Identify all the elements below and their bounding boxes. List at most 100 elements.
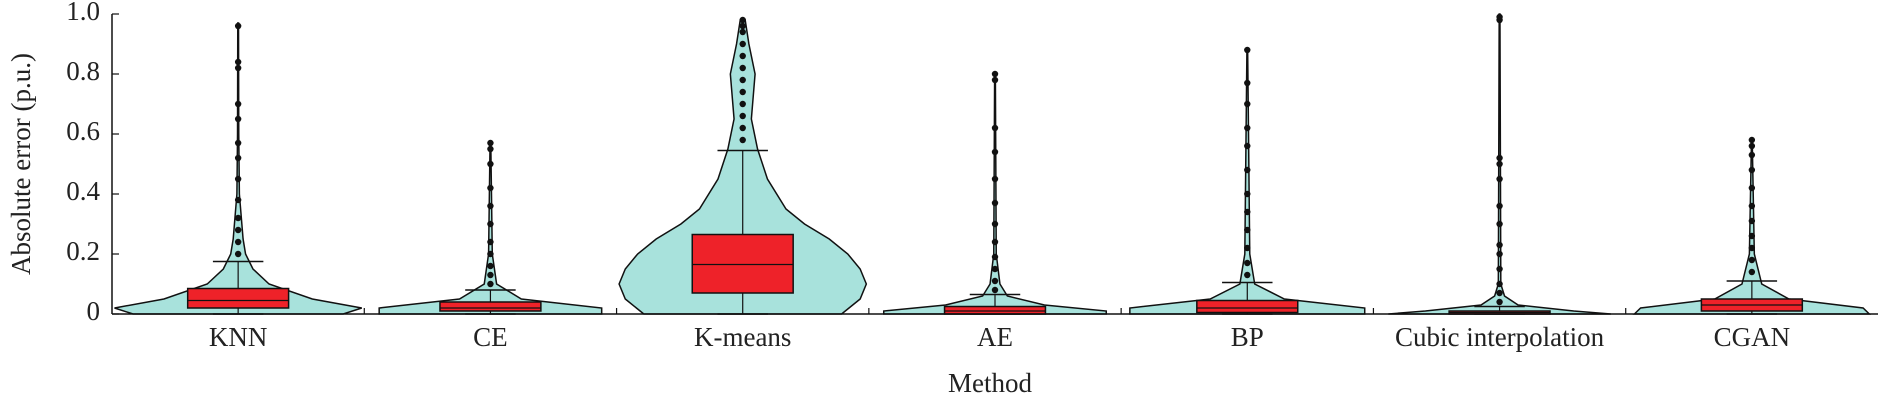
outlier [1748, 256, 1756, 264]
outlier [1748, 142, 1756, 150]
outlier [739, 40, 746, 48]
x-tick-label: AE [977, 322, 1013, 352]
outlier [991, 124, 999, 132]
outlier [234, 22, 242, 30]
outlier [991, 76, 999, 84]
outlier [234, 250, 242, 258]
y-tick-label: 0.4 [66, 176, 100, 206]
box [439, 301, 542, 312]
outlier [1748, 202, 1756, 210]
outlier [739, 88, 746, 96]
outlier [1244, 226, 1251, 234]
outlier [1496, 241, 1503, 249]
outlier [739, 64, 746, 72]
violin [378, 142, 603, 315]
box [186, 287, 290, 309]
box [1196, 299, 1299, 314]
x-tick-label: BP [1231, 322, 1264, 352]
outlier [487, 271, 494, 279]
y-tick-label: 0.8 [66, 56, 100, 86]
outlier [991, 148, 999, 156]
outlier [1244, 100, 1251, 108]
outlier [1748, 151, 1756, 159]
outlier [991, 175, 999, 183]
outlier [234, 214, 242, 222]
outlier [991, 265, 999, 273]
outlier [1748, 136, 1756, 144]
outlier [1496, 175, 1503, 183]
outlier [487, 184, 494, 192]
outlier [739, 112, 746, 120]
outlier [1496, 160, 1503, 168]
y-tick-label: 0.2 [66, 236, 100, 266]
x-tick-label: Cubic interpolation [1395, 322, 1605, 352]
outlier [739, 22, 746, 30]
outlier [1748, 244, 1756, 252]
outlier [234, 226, 242, 234]
y-tick-label: 1.0 [66, 0, 100, 26]
outlier [1496, 280, 1503, 288]
outlier [1496, 202, 1503, 210]
outlier [1748, 184, 1756, 192]
outlier [487, 262, 494, 270]
outlier [739, 52, 746, 60]
outlier [991, 199, 999, 207]
outlier [1244, 46, 1251, 54]
outlier [1496, 298, 1503, 306]
outlier [1244, 124, 1251, 132]
outlier [739, 76, 746, 84]
outlier [991, 220, 999, 228]
outlier [487, 145, 494, 153]
outlier [1748, 217, 1756, 225]
outlier [1496, 289, 1503, 297]
outlier [991, 70, 999, 78]
x-tick-label: K-means [694, 322, 791, 352]
outlier [991, 253, 999, 261]
x-axis-label: Method [948, 368, 1032, 398]
outlier [487, 250, 494, 258]
outlier [739, 16, 746, 24]
y-axis-label: Absolute error (p.u.) [6, 53, 36, 275]
outlier [1244, 190, 1251, 198]
outlier [234, 115, 242, 123]
outlier [487, 160, 494, 168]
outlier [991, 286, 999, 294]
outlier [1244, 259, 1251, 267]
outlier [1244, 166, 1251, 174]
outlier [487, 202, 494, 210]
x-tick-label: KNN [209, 322, 268, 352]
outlier [1244, 271, 1251, 279]
outlier [487, 238, 494, 246]
outlier [739, 124, 746, 132]
x-tick-label: CGAN [1714, 322, 1791, 352]
outlier [739, 136, 746, 144]
outlier [487, 139, 494, 147]
outlier [487, 280, 494, 288]
outlier [234, 100, 242, 108]
outlier [234, 175, 242, 183]
outlier [1244, 79, 1251, 87]
outlier [1748, 268, 1756, 276]
outlier [739, 100, 746, 108]
x-tick-label: CE [473, 322, 508, 352]
outlier [234, 64, 242, 72]
outlier [234, 139, 242, 147]
outlier [1748, 166, 1756, 174]
outlier [739, 28, 746, 36]
outlier [991, 238, 999, 246]
box [691, 233, 794, 294]
outlier [234, 58, 242, 66]
outlier [234, 238, 242, 246]
outlier [1496, 154, 1503, 162]
outlier [991, 277, 999, 285]
y-tick-label: 0 [87, 296, 101, 326]
outlier [1748, 232, 1756, 240]
outlier [1244, 142, 1251, 150]
outlier [1496, 265, 1503, 273]
outlier [1244, 244, 1251, 252]
outlier [234, 154, 242, 162]
outlier [1496, 13, 1503, 21]
outlier [487, 220, 494, 228]
